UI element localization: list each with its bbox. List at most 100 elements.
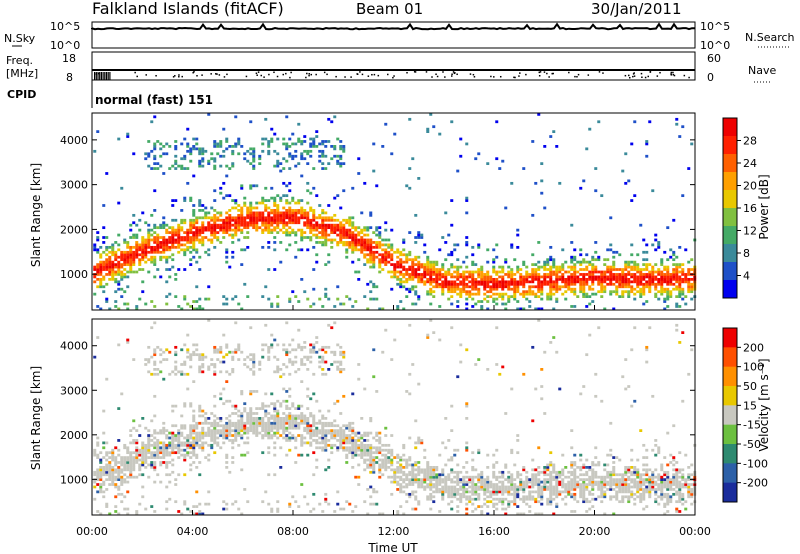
power-cell bbox=[312, 145, 316, 148]
power-cell bbox=[504, 273, 508, 276]
velocity-cell bbox=[285, 434, 289, 437]
power-cell bbox=[543, 282, 547, 286]
velocity-cell bbox=[534, 387, 538, 391]
velocity-cell bbox=[366, 443, 370, 447]
power-cell bbox=[390, 258, 394, 262]
power-cell bbox=[342, 223, 346, 227]
velocity-cell bbox=[189, 510, 193, 513]
power-cell bbox=[381, 248, 385, 252]
velocity-cell bbox=[198, 434, 202, 437]
velocity-cell bbox=[303, 355, 307, 359]
power-cell bbox=[249, 152, 253, 156]
power-cell bbox=[612, 263, 616, 266]
velocity-cell bbox=[378, 441, 382, 445]
power-cell bbox=[414, 236, 418, 239]
velocity-cell bbox=[156, 456, 160, 459]
power-cell bbox=[276, 221, 280, 225]
velocity-cell bbox=[516, 451, 520, 455]
power-cell bbox=[213, 216, 217, 220]
velocity-cell bbox=[354, 475, 358, 479]
velocity-cell bbox=[537, 480, 541, 484]
power-cell bbox=[306, 201, 310, 205]
velocity-cell bbox=[363, 431, 367, 435]
power-cell bbox=[531, 292, 535, 296]
velocity-cell bbox=[228, 470, 232, 474]
velocity-cell bbox=[459, 480, 463, 484]
velocity-cell bbox=[231, 358, 235, 361]
power-cell bbox=[606, 265, 610, 269]
velocity-cell bbox=[519, 485, 523, 489]
power-cell bbox=[357, 243, 361, 247]
power-cell bbox=[642, 292, 646, 296]
velocity-cell bbox=[180, 443, 184, 447]
power-cell bbox=[228, 213, 232, 217]
velocity-cell bbox=[276, 365, 280, 369]
velocity-cell bbox=[393, 338, 397, 342]
power-cell bbox=[186, 241, 190, 244]
power-cell bbox=[678, 245, 682, 249]
power-cell bbox=[93, 292, 97, 296]
velocity-cell bbox=[450, 500, 454, 504]
velocity-cell bbox=[465, 495, 469, 499]
velocity-cell bbox=[129, 458, 133, 462]
velocity-cell bbox=[252, 365, 256, 369]
power-cell bbox=[426, 260, 430, 264]
power-cell bbox=[612, 265, 616, 269]
power-cell bbox=[534, 270, 538, 274]
velocity-cell bbox=[177, 451, 181, 455]
velocity-cell bbox=[252, 421, 256, 425]
power-cell bbox=[642, 238, 646, 242]
velocity-cell bbox=[105, 453, 109, 457]
velocity-cell bbox=[231, 429, 235, 432]
power-cell bbox=[156, 268, 160, 271]
power-cell bbox=[564, 277, 568, 281]
power-cell bbox=[261, 137, 265, 141]
power-cell bbox=[456, 258, 460, 262]
power-cell bbox=[306, 211, 310, 215]
power-cell bbox=[336, 194, 340, 198]
velocity-cell bbox=[525, 483, 529, 486]
power-cell bbox=[516, 245, 520, 249]
velocity-cell bbox=[219, 419, 223, 423]
velocity-cell bbox=[297, 407, 301, 410]
velocity-cell bbox=[498, 480, 502, 484]
velocity-cell bbox=[141, 441, 145, 445]
power-cell bbox=[135, 248, 139, 252]
velocity-cell bbox=[408, 470, 412, 474]
power-cell bbox=[381, 145, 385, 148]
power-cell bbox=[579, 248, 583, 252]
power-cell bbox=[537, 241, 541, 244]
power-cell bbox=[312, 302, 316, 306]
power-cell bbox=[144, 152, 148, 156]
velocity-cell bbox=[549, 497, 553, 501]
power-cell bbox=[417, 295, 421, 298]
velocity-cell bbox=[300, 363, 304, 366]
velocity-cell bbox=[456, 375, 460, 379]
velocity-cell bbox=[411, 470, 415, 474]
velocity-cell bbox=[534, 475, 538, 479]
power-cell bbox=[174, 277, 178, 281]
power-cell bbox=[306, 248, 310, 252]
power-cell bbox=[411, 157, 415, 161]
power-cell bbox=[150, 258, 154, 262]
power-cell bbox=[174, 140, 178, 143]
power-cell bbox=[132, 245, 136, 249]
velocity-cell bbox=[225, 343, 229, 347]
freq-tick-top: 18 bbox=[62, 52, 76, 65]
power-cell bbox=[465, 236, 469, 239]
velocity-cell bbox=[201, 353, 205, 357]
power-cell bbox=[630, 199, 634, 202]
velocity-cell bbox=[183, 456, 187, 459]
power-cell bbox=[390, 245, 394, 249]
power-cell bbox=[132, 263, 136, 266]
power-cell bbox=[354, 226, 358, 230]
velocity-cell bbox=[366, 453, 370, 457]
power-cell bbox=[210, 216, 214, 220]
power-cell bbox=[489, 285, 493, 289]
power-cell bbox=[108, 250, 112, 254]
nave-dot bbox=[201, 74, 203, 76]
power-cell bbox=[492, 268, 496, 271]
power-cell bbox=[93, 243, 97, 247]
velocity-cell bbox=[198, 409, 202, 413]
